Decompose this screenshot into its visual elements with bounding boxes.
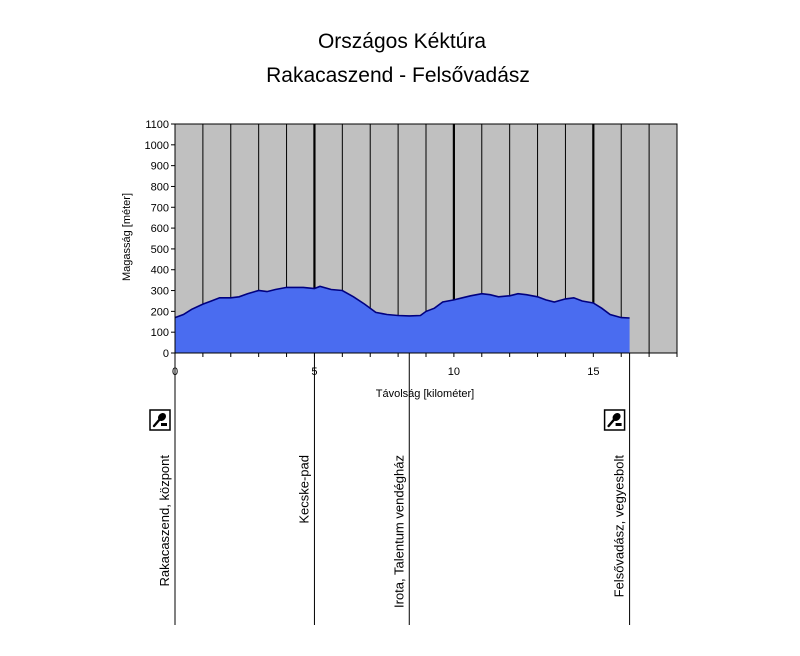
series-layer <box>174 285 630 353</box>
stamp-icon <box>149 409 171 431</box>
y-tick-label: 600 <box>151 223 169 235</box>
y-tick-label: 200 <box>151 306 169 318</box>
elevation-area <box>175 286 630 353</box>
y-tick-label: 1000 <box>145 140 169 152</box>
y-axis-ticks: 0 100 200 300 400 500 600 700 800 900 1000 1100 <box>145 119 175 360</box>
y-tick-label: 900 <box>151 161 169 173</box>
waypoint-label: Irota, Talentum vendégház <box>391 455 406 608</box>
y-axis-label: Magasság [méter] <box>121 193 133 281</box>
waypoint-label: Rakacaszend, központ <box>157 455 172 587</box>
chart-subtitle: Rakacaszend - Felsővadász <box>266 64 530 87</box>
y-tick-label: 0 <box>163 348 169 360</box>
waypoint-label: Kecske-pad <box>296 455 311 524</box>
waypoints: Rakacaszend, központ Kecske-pad Irota, Tal… <box>149 353 631 625</box>
chart-title: Országos Kéktúra <box>318 30 486 53</box>
waypoint: Kecske-pad <box>296 353 315 625</box>
y-tick-label: 700 <box>151 202 169 214</box>
waypoint-label: Felsővadász, vegyesbolt <box>612 455 627 598</box>
y-tick-label: 100 <box>151 327 169 339</box>
y-tick-label: 500 <box>151 244 169 256</box>
x-tick-label: 10 <box>448 366 460 378</box>
x-tick-label: 15 <box>587 366 599 378</box>
y-tick-label: 300 <box>151 286 169 298</box>
waypoint: Irota, Talentum vendégház <box>391 353 410 625</box>
waypoint: Felsővadász, vegyesbolt <box>603 353 631 625</box>
y-tick-label: 1100 <box>145 119 169 131</box>
stamp-icon <box>603 409 626 431</box>
x-axis-ticks: 051015 <box>172 353 678 378</box>
y-tick-label: 800 <box>151 181 169 193</box>
y-tick-label: 400 <box>151 265 169 277</box>
waypoint: Rakacaszend, központ <box>149 353 176 625</box>
elevation-line <box>174 285 630 319</box>
x-axis-label: Távolság [kilométer] <box>376 388 474 400</box>
